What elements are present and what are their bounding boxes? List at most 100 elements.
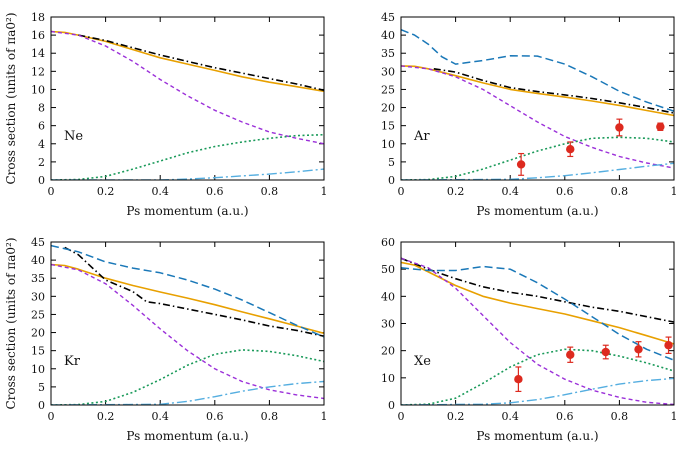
y-tick-label: 35 [381, 47, 395, 60]
y-tick-label: 16 [31, 29, 45, 42]
y-tick-label: 5 [38, 381, 45, 394]
y-tick-label: 4 [38, 138, 45, 151]
y-tick-label: 60 [381, 236, 395, 249]
experiment-point [601, 344, 610, 360]
series-dotted-green [401, 136, 674, 180]
x-tick-label: 0 [48, 410, 55, 423]
series-dotted-green [401, 348, 674, 405]
y-tick-label: 40 [381, 290, 395, 303]
x-axis-label: Ps momentum (a.u.) [126, 204, 248, 218]
panel-label: Xe [414, 354, 431, 369]
y-tick-label: 10 [31, 83, 45, 96]
series-dashed-purple [51, 30, 324, 145]
y-tick-label: 45 [381, 11, 395, 24]
x-tick-label: 1 [321, 185, 328, 198]
x-tick-label: 0.4 [151, 185, 169, 198]
series-total-solid [51, 263, 324, 335]
plot-frame [400, 16, 675, 181]
experiment-point [514, 366, 523, 393]
y-tick-label: 0 [38, 399, 45, 412]
series-dashed-purple [401, 257, 674, 405]
x-tick-label: 1 [671, 185, 678, 198]
series-dotted-green [51, 349, 324, 405]
series-dashed-blue [401, 265, 674, 361]
plot-frame [400, 241, 675, 406]
x-tick-label: 0.8 [611, 185, 629, 198]
experiment-point [566, 346, 575, 363]
y-tick-label: 20 [381, 345, 395, 358]
y-tick-label: 45 [31, 236, 45, 249]
x-tick-label: 0.4 [501, 410, 519, 423]
y-tick-label: 15 [31, 345, 45, 358]
y-tick-label: 10 [381, 372, 395, 385]
y-tick-label: 30 [31, 290, 45, 303]
x-tick-label: 0.2 [97, 185, 115, 198]
plot-frame [50, 241, 325, 406]
experiment-point [516, 152, 526, 176]
y-axis-label: Cross section (units of πa0²) [4, 237, 18, 409]
series-dashdot-lightblue [401, 162, 674, 180]
panel-label: Ar [413, 129, 430, 144]
y-tick-label: 12 [31, 65, 45, 78]
y-tick-label: 10 [31, 363, 45, 376]
x-axis-label: Ps momentum (a.u.) [476, 204, 598, 218]
x-tick-label: 0.2 [447, 410, 465, 423]
x-tick-label: 0.2 [97, 410, 115, 423]
series-dashdot-black [64, 246, 324, 337]
series-total-solid [401, 65, 674, 117]
y-tick-label: 15 [381, 120, 395, 133]
x-axis-label: Ps momentum (a.u.) [476, 429, 598, 443]
series-total-solid [51, 30, 324, 93]
series-dashdot-black [433, 68, 674, 114]
x-tick-label: 0 [48, 185, 55, 198]
x-tick-label: 0.6 [206, 410, 224, 423]
y-tick-label: 20 [31, 327, 45, 340]
series-dashdot-lightblue [401, 377, 674, 405]
y-tick-label: 50 [381, 263, 395, 276]
x-axis-label: Ps momentum (a.u.) [126, 429, 248, 443]
series-dotted-green [51, 133, 324, 180]
series-dashdot-black [78, 34, 324, 92]
y-tick-label: 5 [388, 156, 395, 169]
y-tick-label: 0 [388, 399, 395, 412]
panel-label: Ne [64, 129, 83, 144]
x-tick-label: 0.8 [261, 410, 279, 423]
experiment-point [656, 122, 665, 131]
series-dashdot-lightblue [51, 380, 324, 405]
y-tick-label: 0 [388, 174, 395, 187]
y-tick-label: 14 [31, 47, 45, 60]
x-tick-label: 0.4 [151, 410, 169, 423]
x-tick-label: 0.6 [206, 185, 224, 198]
plot-frame [50, 16, 325, 181]
panel-label: Kr [64, 354, 81, 369]
experiment-point [566, 141, 575, 158]
series-dashed-purple [401, 65, 674, 169]
experiment-point [664, 336, 673, 354]
x-tick-label: 0.4 [501, 185, 519, 198]
x-tick-label: 0.8 [261, 185, 279, 198]
x-tick-label: 0.2 [447, 185, 465, 198]
x-tick-label: 0.6 [556, 410, 574, 423]
y-axis-label: Cross section (units of πa0²) [4, 12, 18, 184]
x-tick-label: 0 [398, 185, 405, 198]
series-dashdot-black [401, 257, 674, 323]
y-tick-label: 10 [381, 138, 395, 151]
series-dashed-blue [401, 29, 674, 112]
y-tick-label: 20 [381, 102, 395, 115]
x-tick-label: 0.8 [611, 410, 629, 423]
x-tick-label: 1 [321, 410, 328, 423]
y-tick-label: 25 [381, 83, 395, 96]
y-tick-label: 0 [38, 174, 45, 187]
y-tick-label: 40 [31, 254, 45, 267]
series-dashed-purple [51, 263, 324, 400]
x-tick-label: 0.6 [556, 185, 574, 198]
x-tick-label: 0 [398, 410, 405, 423]
y-tick-label: 35 [31, 272, 45, 285]
y-tick-label: 30 [381, 65, 395, 78]
experiment-point [615, 118, 624, 137]
experiment-point [634, 341, 643, 358]
